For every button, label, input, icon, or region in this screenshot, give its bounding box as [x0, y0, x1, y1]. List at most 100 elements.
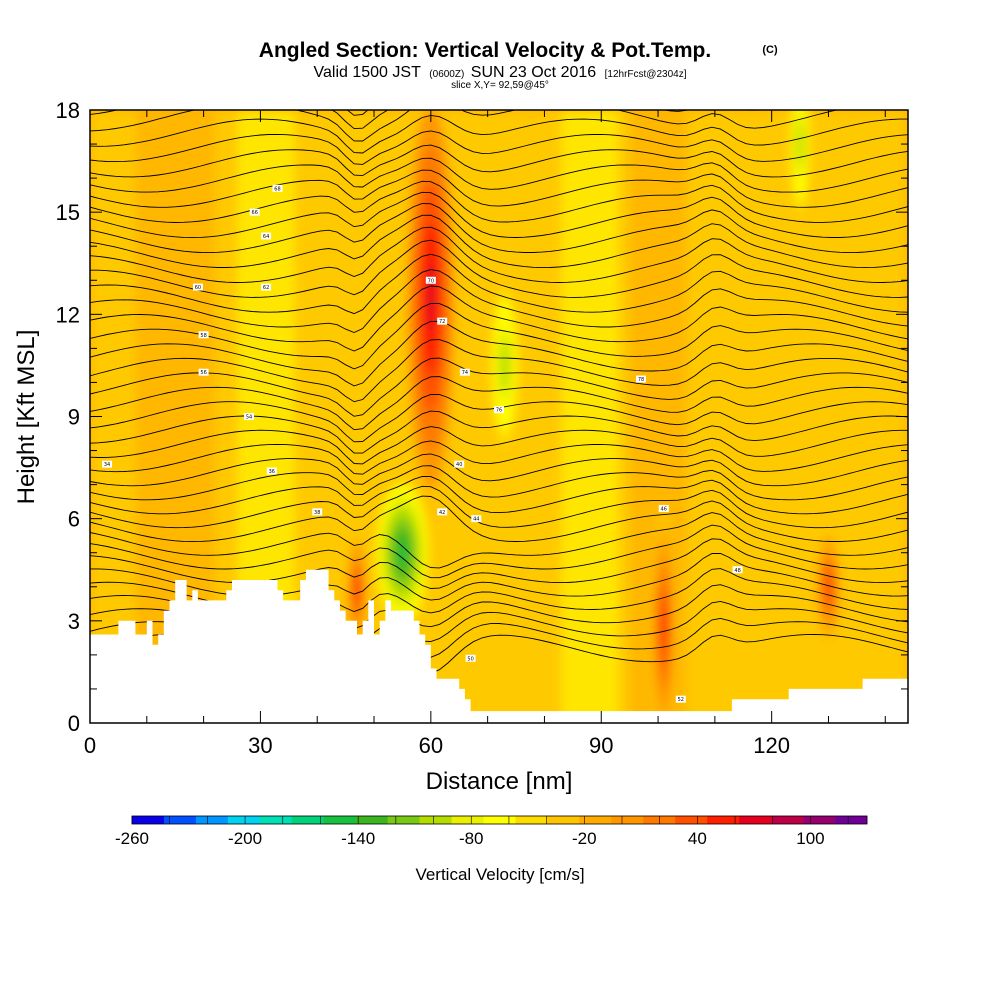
isentrope-line — [90, 475, 908, 515]
isentrope-label-box — [675, 695, 686, 703]
isentrope-label-text: 50 — [467, 656, 473, 662]
isentrope-line — [90, 130, 908, 165]
colorbar-tick-label: -140 — [341, 829, 375, 848]
figure-title: Angled Section: Vertical Velocity & Pot.… — [259, 39, 778, 91]
colorbar-tick-label: -260 — [115, 829, 149, 848]
colorbar-swatch — [419, 816, 452, 824]
isentrope-label-text: 68 — [274, 186, 280, 192]
colorbar-swatch — [611, 816, 644, 824]
isentrope-line — [90, 512, 908, 569]
colorbar-swatch — [163, 816, 197, 824]
isentrope-label: 68 — [272, 184, 283, 192]
x-tick-label: 30 — [248, 733, 272, 758]
colorbar-swatch — [707, 816, 740, 824]
isentrope-label-box — [494, 406, 504, 414]
x-tick-label: 60 — [419, 733, 443, 758]
isentrope-label-text: 58 — [200, 333, 206, 339]
y-axis-title: Height [Kft MSL] — [13, 330, 40, 505]
colorbar-tick-label: -200 — [228, 829, 262, 848]
isentrope-label-text: 66 — [252, 210, 258, 216]
colorbar-swatch — [259, 816, 293, 824]
colorbar-swatch — [483, 816, 516, 824]
isentrope-line — [90, 144, 908, 178]
isentrope-label-box — [658, 504, 669, 512]
isentrope-line — [90, 485, 908, 529]
isentrope-label-box — [471, 515, 482, 523]
isentrope-label-box — [198, 368, 209, 376]
valid-local-time: Valid 1500 JST — [314, 64, 422, 81]
isentrope-line — [90, 169, 908, 208]
isentrope-label: 44 — [471, 515, 482, 523]
isentrope-label: 42 — [437, 508, 448, 516]
isentrope-label: 36 — [266, 467, 277, 475]
x-tick-label: 90 — [589, 733, 613, 758]
isentrope-label-box — [261, 232, 272, 240]
colorbar-swatch — [451, 816, 484, 824]
colorbar-swatch — [675, 816, 708, 824]
main-title: Angled Section: Vertical Velocity & Pot.… — [259, 39, 711, 62]
isentrope-label-text: 44 — [473, 517, 479, 523]
isentrope-label-text: 60 — [195, 285, 201, 291]
isentrope-label-text: 52 — [678, 697, 684, 703]
title-suffix: (C) — [762, 44, 778, 56]
isentrope-label-text: 54 — [246, 415, 252, 421]
isentrope-label-text: 76 — [496, 408, 502, 414]
colorbar-swatch — [195, 816, 229, 824]
velocity-core-ring — [502, 352, 508, 379]
colorbar-swatch — [291, 816, 325, 824]
colorbar-tick-label: 40 — [688, 829, 707, 848]
slice-info: slice X,Y= 92,59@45° — [451, 80, 549, 91]
isentrope-contours — [90, 110, 908, 678]
isentrope-line — [90, 253, 908, 315]
isentrope-label-text: 72 — [439, 319, 445, 325]
velocity-core-ring — [798, 132, 802, 156]
y-tick-label: 0 — [68, 711, 80, 736]
isentrope-line — [90, 320, 908, 387]
isentrope-line — [90, 465, 908, 501]
isentrope-label-box — [261, 283, 272, 291]
isentrope-line — [90, 453, 908, 487]
isentrope-line — [90, 214, 908, 269]
x-axis-title: Distance [nm] — [426, 768, 573, 795]
isentrope-label-box — [312, 508, 323, 516]
colorbar-swatch — [835, 816, 868, 824]
velocity-core-ring — [826, 576, 831, 597]
colorbar-swatch — [323, 816, 356, 824]
isentrope-label-box — [454, 460, 465, 468]
isentrope-label-box — [465, 654, 476, 662]
colorbar: -260 -200 -140 -80 -20 40 100 — [115, 815, 868, 848]
colorbar-swatch — [739, 816, 772, 824]
isentrope-line — [90, 357, 908, 417]
isentrope-label: 52 — [675, 695, 686, 703]
colorbar-swatch — [355, 816, 388, 824]
isentrope-label: 72 — [437, 317, 448, 325]
terrain-mask — [90, 569, 908, 723]
isentrope-label: 70 — [425, 276, 436, 284]
colorbar-swatch — [579, 816, 612, 824]
isentrope-label-text: 48 — [734, 568, 740, 574]
isentrope-label-text: 46 — [661, 506, 667, 512]
isentrope-label: 48 — [732, 566, 743, 574]
isentrope-line — [90, 191, 908, 239]
isentrope-line — [90, 157, 908, 193]
x-tick-label: 0 — [84, 733, 96, 758]
isentrope-label-box — [198, 331, 209, 339]
y-tick-label: 15 — [56, 200, 80, 225]
isentrope-label: 34 — [102, 460, 113, 468]
isentrope-label-text: 38 — [314, 510, 320, 516]
isentrope-label-box — [425, 276, 436, 284]
isentrope-label-text: 34 — [104, 462, 110, 468]
isentrope-label-box — [266, 467, 277, 475]
isentrope-label-text: 56 — [200, 370, 206, 376]
isentrope-line — [90, 538, 908, 589]
isentrope-label-text: 40 — [456, 462, 462, 468]
forecast-info: [12hrFcst@2304z] — [605, 69, 687, 80]
colorbar-swatch — [771, 816, 804, 824]
y-tick-label: 12 — [56, 302, 80, 327]
isentrope-label-box — [192, 283, 203, 291]
isentrope-line — [90, 114, 908, 154]
y-tick-label: 6 — [68, 507, 80, 532]
isentrope-label-text: 78 — [638, 377, 644, 383]
valid-date: SUN 23 Oct 2016 — [471, 64, 597, 81]
isentrope-line — [90, 495, 908, 543]
